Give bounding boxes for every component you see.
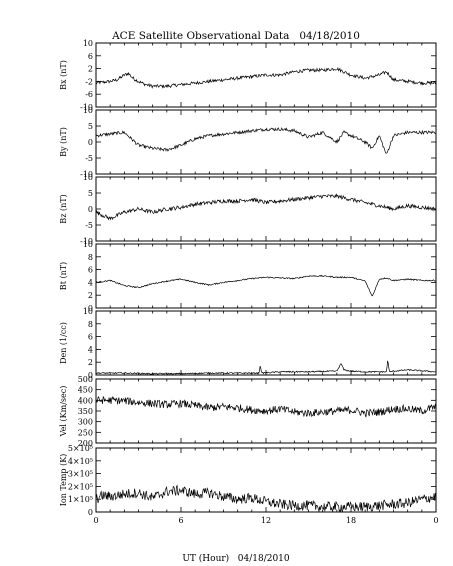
- y-axis-label: Ion Temp (K): [59, 454, 68, 507]
- y-tick-label: 8: [88, 253, 93, 262]
- y-tick-label: 5: [88, 122, 93, 131]
- panel-bt: 0 2 4 6 8 10 Bt (nT): [59, 240, 437, 313]
- y-axis-label: Bz (nT): [59, 194, 68, 223]
- panel-bz: -10 -5 0 5 10 Bz (nT): [59, 173, 437, 246]
- y-tick-label: 4: [88, 278, 93, 287]
- y-tick-label: 10: [83, 307, 93, 316]
- y-tick-label: 5×10⁵: [68, 444, 93, 453]
- y-tick-label: 10: [83, 39, 93, 48]
- series-line-vel: [95, 395, 437, 418]
- series-line-den: [95, 360, 437, 375]
- y-tick-label: 3×10⁵: [68, 470, 93, 479]
- x-tick-label: 6: [178, 516, 183, 525]
- y-tick-label: 10: [83, 106, 93, 115]
- y-tick-label: 2: [88, 65, 93, 74]
- y-tick-label: 5: [88, 189, 93, 198]
- panel-frame: [95, 243, 437, 309]
- y-tick-label: -10: [80, 103, 93, 112]
- y-tick-label: 6: [88, 333, 93, 342]
- panel-by: -10 -5 0 5 10 By (nT): [59, 106, 437, 179]
- y-tick-label: 4: [88, 345, 93, 354]
- panel-den: 0 2 4 6 8 10 Den (1/cc): [59, 307, 437, 380]
- chart-title: ACE Satellite Observational Data 04/18/2…: [111, 30, 360, 42]
- series-line-temp: [95, 484, 437, 513]
- y-tick-label: 0: [88, 138, 93, 147]
- y-tick-label: -6: [85, 90, 93, 99]
- y-tick-label: 200: [78, 439, 93, 448]
- y-tick-label: 2: [88, 358, 93, 367]
- y-tick-label: 250: [78, 428, 93, 437]
- y-tick-label: 350: [78, 407, 93, 416]
- x-tick-label: 12: [261, 516, 271, 525]
- y-tick-label: 6: [88, 52, 93, 61]
- y-tick-label: 8: [88, 320, 93, 329]
- y-tick-label: 4×10⁵: [68, 457, 93, 466]
- y-tick-label: 0: [88, 304, 93, 313]
- series-line-bx: [95, 66, 437, 89]
- panel-frame: [95, 310, 437, 376]
- y-tick-label: 2: [88, 291, 93, 300]
- series-line-by: [95, 127, 436, 154]
- x-tick-label: 0: [433, 516, 438, 525]
- y-axis-label: Bx (nT): [59, 60, 68, 90]
- y-tick-label: 450: [78, 386, 93, 395]
- y-axis-label: By (nT): [59, 127, 68, 157]
- y-tick-label: 400: [78, 396, 93, 405]
- panel-frame: [95, 109, 437, 175]
- y-tick-label: -5: [85, 221, 93, 230]
- y-tick-label: 300: [78, 418, 93, 427]
- x-axis-label: UT (Hour) 04/18/2010: [182, 553, 290, 564]
- y-axis-label: Vel (Km/sec): [59, 386, 68, 438]
- y-tick-label: -10: [80, 237, 93, 246]
- y-tick-label: 1×10⁵: [68, 495, 93, 504]
- x-tick-label: 0: [93, 516, 98, 525]
- y-tick-label: 10: [83, 240, 93, 249]
- y-tick-label: 0: [88, 371, 93, 380]
- y-tick-label: 10: [83, 173, 93, 182]
- y-axis-label: Den (1/cc): [59, 322, 68, 364]
- y-tick-label: -10: [80, 170, 93, 179]
- y-axis-label: Bt (nT): [59, 262, 68, 290]
- y-tick-label: 0: [88, 205, 93, 214]
- x-tick-label: 18: [346, 516, 356, 525]
- panel-bx: -10 -6 -2 2 6 10 Bx (nT): [59, 39, 437, 112]
- y-tick-label: 6: [88, 266, 93, 275]
- y-tick-label: -2: [85, 77, 93, 86]
- y-tick-label: -5: [85, 154, 93, 163]
- series-line-bz: [95, 193, 437, 221]
- series-line-bt: [95, 274, 437, 297]
- y-tick-label: 2×10⁵: [68, 482, 93, 491]
- y-tick-label: 500: [78, 375, 93, 384]
- y-tick-label: 0: [88, 508, 93, 517]
